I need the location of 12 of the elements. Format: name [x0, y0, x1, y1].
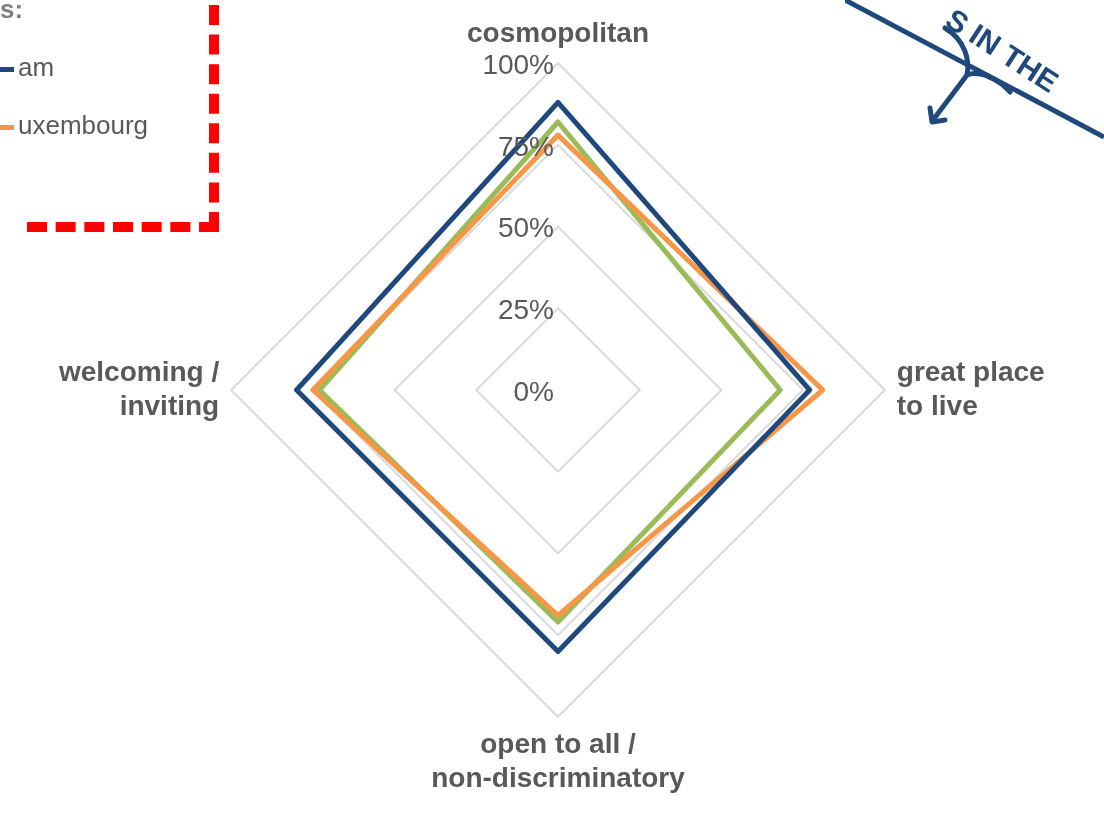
y-tick-label: 50% [497, 212, 554, 244]
y-tick-label: 0% [513, 375, 554, 407]
spoke-label: cosmopolitan [466, 17, 650, 49]
spoke-label: great place to live [896, 355, 1045, 421]
y-tick-label: 100% [482, 48, 554, 80]
text: S IN THE [939, 2, 1065, 100]
legend-label: am [18, 52, 55, 82]
spoke-label: welcoming / inviting [57, 355, 220, 421]
legend-label: uxembourg [18, 110, 149, 140]
y-tick-label: 25% [497, 294, 554, 326]
legend-title: s: [0, 0, 24, 25]
spoke-label: open to all / non-discriminatory [431, 728, 686, 793]
